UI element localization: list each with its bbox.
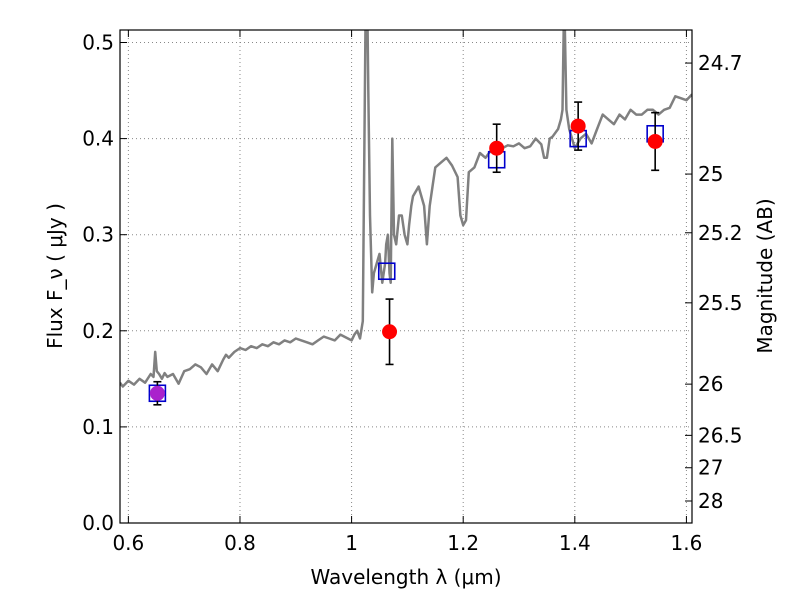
observed-flux-point — [382, 324, 398, 340]
x-tick-label: 0.8 — [224, 531, 256, 555]
grid-lines — [120, 30, 692, 523]
x-tick-label: 1.6 — [671, 531, 703, 555]
observed-flux-point — [149, 385, 165, 401]
x-tick-label: 1.4 — [559, 531, 591, 555]
y-tick-label: 0.4 — [82, 127, 114, 151]
observed-flux-point — [647, 133, 663, 149]
y-axis-right-label: Magnitude (AB) — [753, 198, 777, 353]
x-tick-label: 1 — [345, 531, 358, 555]
tick-marks — [120, 30, 692, 524]
y-tick-label: 0.1 — [82, 415, 114, 439]
y-axis-label: Flux F_ν ( μJy ) — [43, 203, 67, 349]
y-right-tick-label: 26 — [698, 372, 723, 396]
y-right-tick-label: 25.2 — [698, 221, 743, 245]
y-tick-label: 0.0 — [82, 511, 114, 535]
y-tick-label: 0.2 — [82, 319, 114, 343]
x-axis-label: Wavelength λ (μm) — [310, 565, 501, 589]
y-right-tick-label: 24.7 — [698, 51, 743, 75]
y-tick-label: 0.3 — [82, 223, 114, 247]
tick-labels: 0.6 0.8 1 1.2 1.4 1.6 0.0 0.1 0.2 0.3 0.4 0.5 24.7 25… — [82, 30, 742, 555]
y-right-tick-label: 25.5 — [698, 291, 743, 315]
model-spectrum-line — [120, 30, 692, 388]
y-right-tick-label: 25 — [698, 162, 723, 186]
y-right-tick-label: 27 — [698, 456, 723, 480]
y-right-tick-label: 28 — [698, 489, 723, 513]
data-layer — [120, 30, 692, 406]
observed-flux-point — [489, 140, 505, 156]
observed-flux-point — [570, 118, 586, 134]
synthetic-flux-marker — [377, 262, 396, 281]
y-tick-label: 0.5 — [82, 30, 114, 54]
y-right-tick-label: 26.5 — [698, 423, 743, 447]
x-tick-label: 1.2 — [447, 531, 479, 555]
plot-frame — [119, 29, 693, 524]
x-tick-label: 0.6 — [112, 531, 144, 555]
